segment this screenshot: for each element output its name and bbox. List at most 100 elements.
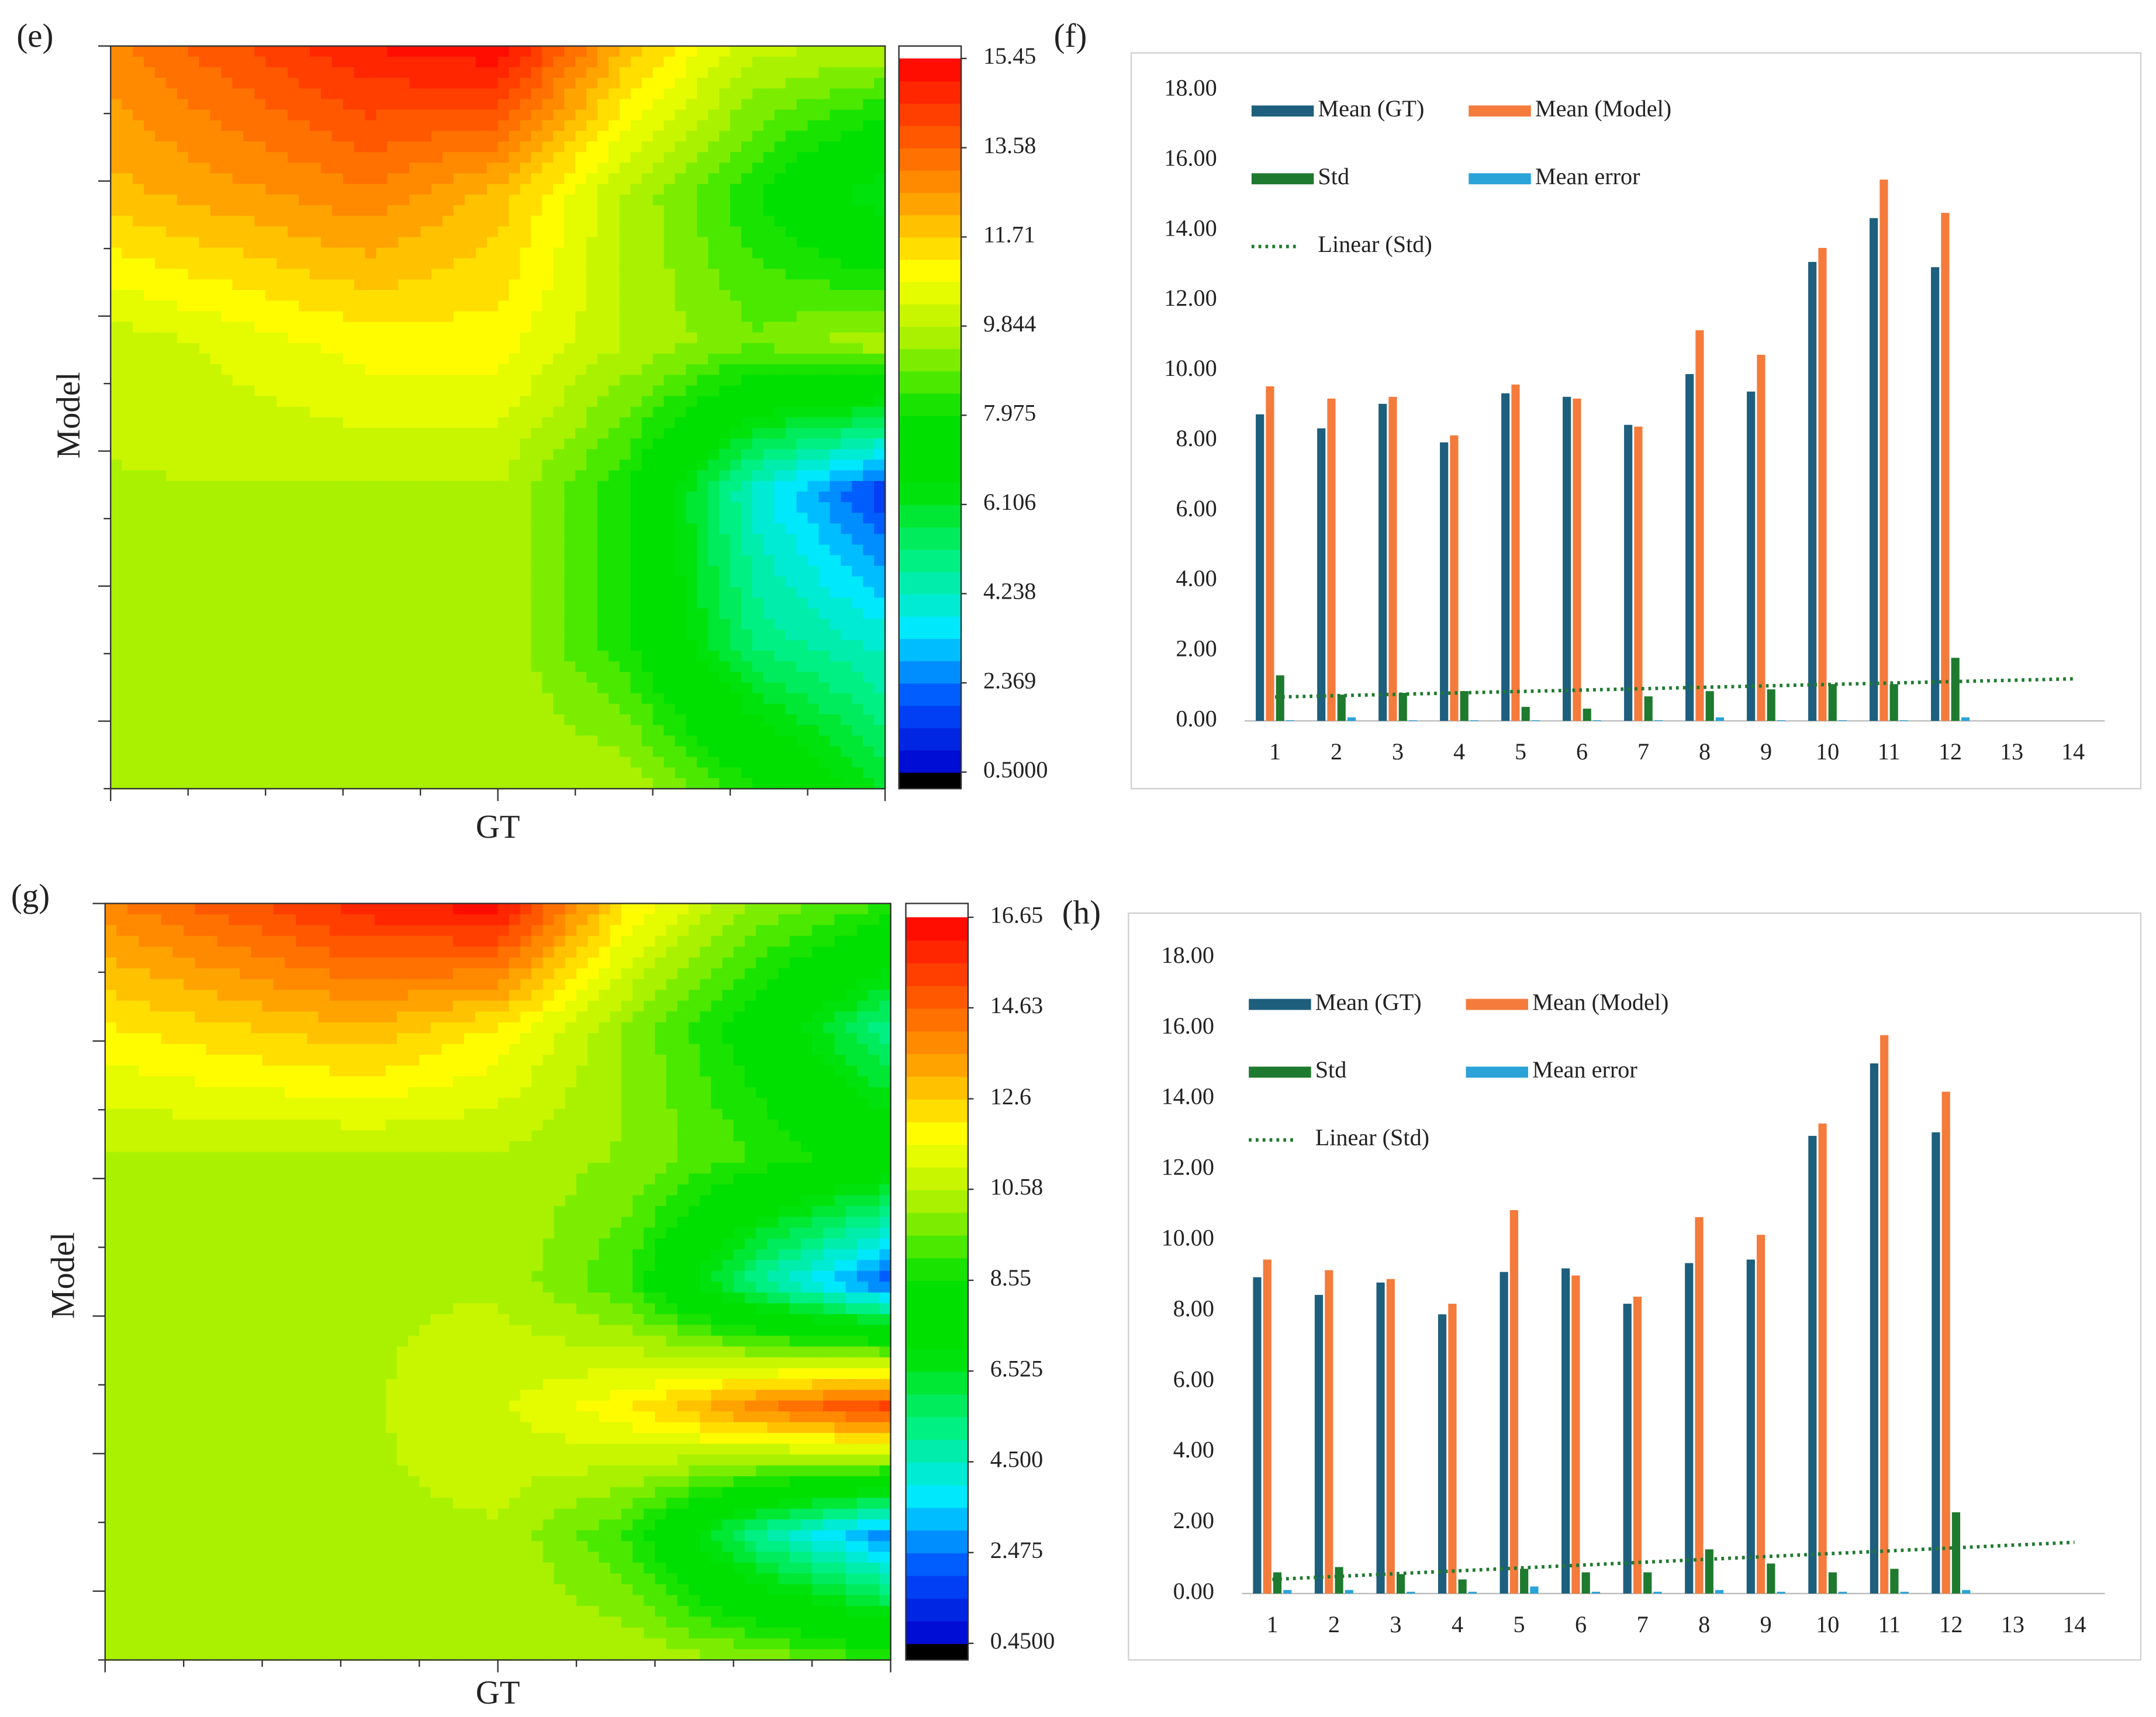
contour-fill bbox=[774, 194, 787, 206]
contour-fill bbox=[453, 565, 466, 578]
contour-fill bbox=[387, 767, 399, 779]
contour-fill bbox=[575, 661, 588, 673]
contour-fill bbox=[409, 619, 421, 631]
contour-fill bbox=[730, 438, 742, 450]
contour-fill bbox=[331, 587, 344, 599]
contour-fill bbox=[210, 597, 222, 609]
contour-fill bbox=[365, 141, 377, 153]
contour-fill bbox=[464, 597, 477, 609]
contour-fill bbox=[277, 619, 289, 631]
contour-fill bbox=[343, 693, 355, 705]
contour-fill bbox=[188, 99, 201, 111]
contour-fill bbox=[763, 767, 776, 779]
contour-fill bbox=[830, 247, 842, 260]
contour-fill bbox=[807, 88, 820, 100]
contour-fill bbox=[586, 279, 599, 291]
contour-fill bbox=[243, 78, 255, 89]
contour-fill bbox=[232, 417, 244, 429]
contour-fill bbox=[320, 651, 333, 662]
contour-fill bbox=[420, 693, 433, 705]
contour-fill bbox=[818, 194, 831, 206]
contour-fill bbox=[221, 406, 233, 419]
contour-fill bbox=[785, 385, 798, 397]
contour-fill bbox=[509, 587, 521, 599]
contour-fill bbox=[442, 184, 455, 196]
contour-fill bbox=[874, 173, 886, 185]
contour-fill bbox=[365, 332, 377, 344]
contour-fill bbox=[664, 130, 676, 143]
contour-fill bbox=[785, 205, 798, 217]
contour-fill bbox=[730, 268, 742, 281]
contour-fill bbox=[752, 364, 765, 376]
contour-fill bbox=[774, 428, 787, 440]
contour-fill bbox=[398, 130, 410, 143]
contour-fill bbox=[354, 767, 366, 779]
contour-fill bbox=[177, 481, 189, 493]
contour-fill bbox=[420, 651, 433, 662]
contour-fill bbox=[453, 67, 466, 79]
contour-fill bbox=[298, 460, 311, 472]
contour-fill bbox=[597, 491, 610, 503]
contour-fill bbox=[785, 343, 798, 355]
contour-fill bbox=[165, 767, 178, 779]
contour-fill bbox=[254, 279, 267, 291]
contour-fill bbox=[575, 693, 588, 705]
contour-fill bbox=[298, 703, 311, 716]
contour-fill bbox=[210, 141, 222, 153]
contour-fill bbox=[221, 279, 233, 291]
contour-fill bbox=[708, 109, 720, 122]
contour-fill bbox=[265, 523, 278, 535]
contour-fill bbox=[664, 714, 676, 726]
contour-fill bbox=[154, 619, 167, 631]
contour-fill bbox=[298, 449, 311, 461]
contour-fill bbox=[597, 417, 610, 429]
contour-fill bbox=[874, 279, 886, 291]
contour-fill bbox=[686, 194, 698, 206]
contour-fill bbox=[752, 746, 765, 758]
contour-fill bbox=[664, 417, 676, 429]
contour-fill bbox=[188, 778, 201, 790]
contour-fill bbox=[675, 353, 687, 365]
contour-fill bbox=[365, 672, 377, 683]
contour-fill bbox=[586, 534, 599, 546]
contour-fill bbox=[486, 576, 499, 588]
contour-fill bbox=[188, 322, 201, 334]
contour-fill bbox=[486, 470, 499, 482]
contour-fill bbox=[730, 746, 742, 758]
contour-fill bbox=[730, 322, 742, 334]
contour-fill bbox=[774, 343, 787, 355]
contour-fill bbox=[265, 703, 278, 716]
contour-fill bbox=[807, 587, 820, 599]
contour-fill bbox=[254, 205, 267, 217]
contour-fill bbox=[431, 438, 444, 450]
contour-fill bbox=[464, 300, 477, 312]
contour-fill bbox=[177, 258, 189, 270]
contour-fill bbox=[277, 406, 289, 419]
contour-fill bbox=[398, 258, 410, 270]
contour-fill bbox=[199, 258, 211, 270]
contour-fill bbox=[453, 767, 466, 779]
contour-fill bbox=[830, 767, 842, 779]
contour-fill bbox=[199, 56, 211, 68]
contour-fill bbox=[863, 460, 875, 472]
contour-fill bbox=[232, 640, 244, 652]
contour-fill bbox=[830, 56, 842, 68]
contour-fill bbox=[641, 513, 654, 524]
contour-fill bbox=[133, 109, 145, 122]
contour-fill bbox=[818, 597, 831, 609]
contour-fill bbox=[154, 523, 167, 535]
contour-fill bbox=[509, 290, 521, 302]
contour-fill bbox=[243, 268, 255, 281]
contour-fill bbox=[774, 99, 787, 111]
contour-fill bbox=[509, 141, 521, 153]
contour-fill bbox=[752, 703, 765, 716]
contour-fill bbox=[520, 120, 532, 132]
contour-fill bbox=[708, 640, 720, 652]
contour-fill bbox=[320, 67, 333, 79]
contour-fill bbox=[531, 130, 543, 143]
contour-cell bbox=[818, 268, 886, 419]
contour-fill bbox=[354, 417, 366, 429]
contour-fill bbox=[564, 756, 576, 769]
contour-fill bbox=[177, 576, 189, 588]
contour-fill bbox=[288, 534, 300, 546]
